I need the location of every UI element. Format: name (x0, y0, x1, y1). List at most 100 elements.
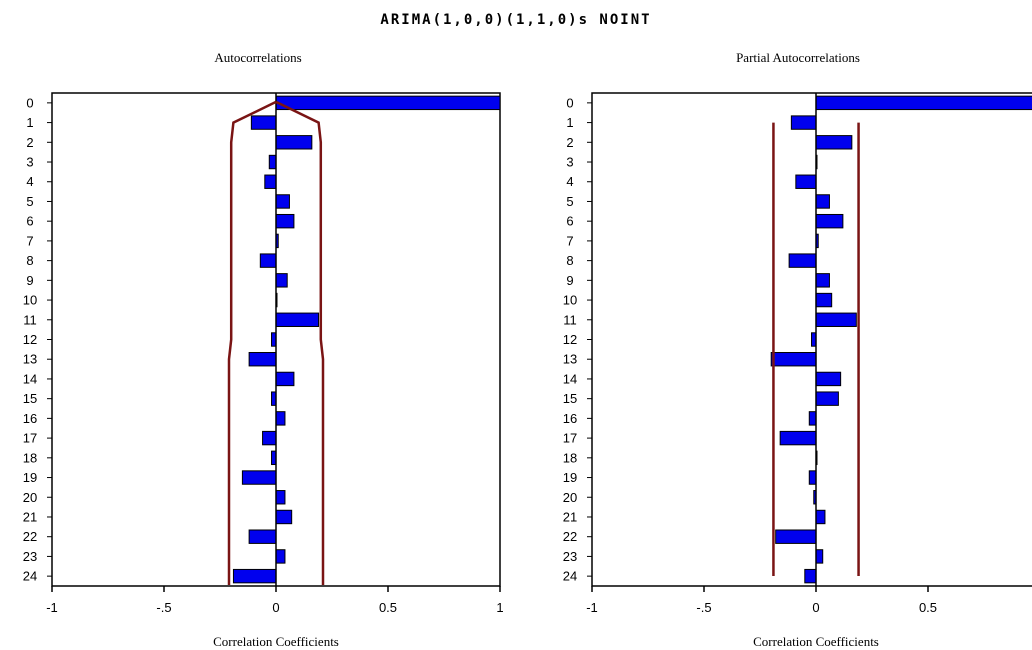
lag-label: 1 (26, 115, 33, 130)
lag-label: 22 (23, 529, 37, 544)
correlation-bar (815, 135, 853, 150)
x-tick-label: 0.5 (379, 600, 397, 615)
lag-label: 23 (23, 549, 37, 564)
lag-label: 22 (563, 529, 577, 544)
lag-label: 15 (23, 391, 37, 406)
lag-label: 20 (563, 490, 577, 505)
correlation-bar (815, 95, 1032, 111)
x-axis-label: Correlation Coefficients (213, 634, 339, 649)
lag-label: 19 (563, 470, 577, 485)
correlation-bar (275, 509, 293, 525)
correlation-bar (808, 470, 817, 485)
correlation-bar (808, 411, 817, 426)
correlation-bar (275, 135, 313, 150)
lag-label: 13 (563, 352, 577, 367)
lag-label: 16 (563, 411, 577, 426)
lag-label: 12 (23, 332, 37, 347)
correlation-bar (275, 194, 290, 209)
correlation-bar (275, 213, 295, 229)
x-tick-label: -1 (586, 600, 598, 615)
x-tick-label: 0 (272, 600, 279, 615)
figure-title: ARIMA(1,0,0)(1,1,0)s NOINT (380, 12, 651, 28)
correlation-bar (264, 174, 277, 189)
lag-label: 1 (566, 115, 573, 130)
lower-confidence-bound (227, 100, 277, 585)
x-tick-label: 0.5 (919, 600, 937, 615)
correlation-bar (815, 549, 824, 564)
correlation-bar (775, 529, 817, 544)
x-tick-label: -.5 (696, 600, 711, 615)
x-tick-label: -1 (46, 600, 58, 615)
lag-label: 3 (26, 155, 33, 170)
correlation-bar (241, 470, 277, 485)
correlation-bar (248, 352, 277, 367)
lag-label: 21 (563, 509, 577, 524)
correlation-bar (804, 568, 817, 584)
correlation-bar (815, 371, 842, 387)
lag-label: 18 (23, 450, 37, 465)
chart-title: Autocorrelations (214, 50, 301, 65)
correlation-bar (815, 292, 833, 308)
x-tick-label: 0 (812, 600, 819, 615)
correlation-bar (250, 115, 277, 130)
lag-label: 4 (566, 174, 573, 189)
correlation-bar (815, 213, 844, 229)
lag-label: 20 (23, 490, 37, 505)
lag-label: 14 (563, 371, 577, 386)
partial-autocorrelations-chart: Partial Autocorrelations Correlation Coe… (563, 50, 1032, 649)
lag-label: 2 (26, 135, 33, 150)
correlation-bar (268, 154, 277, 170)
lag-label: 8 (26, 253, 33, 268)
correlation-bar (770, 352, 817, 367)
lag-label: 7 (26, 233, 33, 248)
lag-label: 24 (23, 569, 37, 584)
correlation-bar (275, 95, 501, 111)
lag-label: 5 (26, 194, 33, 209)
chart-title: Partial Autocorrelations (736, 50, 860, 65)
correlation-bar (815, 509, 826, 525)
lag-label: 24 (563, 569, 577, 584)
lag-label: 6 (26, 214, 33, 229)
autocorrelations-chart: Autocorrelations Correlation Coefficient… (23, 50, 504, 649)
correlation-bar (275, 371, 295, 387)
correlation-bar (815, 312, 857, 327)
lag-label: 11 (563, 312, 577, 327)
lag-label: 13 (23, 352, 37, 367)
lag-label: 18 (563, 450, 577, 465)
lag-label: 5 (566, 194, 573, 209)
x-tick-label: -.5 (156, 600, 171, 615)
correlation-bar (815, 194, 830, 209)
correlation-bar (248, 529, 277, 544)
lag-label: 17 (563, 431, 577, 446)
lag-label: 15 (563, 391, 577, 406)
lag-label: 0 (26, 95, 33, 110)
lag-label: 11 (23, 312, 37, 327)
correlation-bar (275, 549, 286, 564)
correlation-bar (275, 273, 288, 288)
correlation-bar (275, 490, 286, 505)
lag-label: 21 (23, 509, 37, 524)
lag-label: 10 (563, 293, 577, 308)
lag-label: 14 (23, 371, 37, 386)
lag-label: 16 (23, 411, 37, 426)
correlation-bar (232, 568, 277, 584)
correlation-bar (795, 174, 817, 189)
lag-label: 10 (23, 293, 37, 308)
lag-label: 8 (566, 253, 573, 268)
lag-label: 2 (566, 135, 573, 150)
lag-label: 0 (566, 95, 573, 110)
correlation-bar (815, 391, 839, 406)
lag-label: 23 (563, 549, 577, 564)
correlation-bar (275, 411, 286, 426)
x-axis-label: Correlation Coefficients (753, 634, 879, 649)
lag-label: 9 (26, 273, 33, 288)
correlation-bar (779, 430, 817, 446)
lag-label: 12 (563, 332, 577, 347)
correlation-bar (815, 273, 830, 288)
upper-confidence-bound (275, 100, 325, 585)
correlation-bar (259, 253, 277, 268)
lag-label: 9 (566, 273, 573, 288)
lag-label: 6 (566, 214, 573, 229)
lag-label: 7 (566, 233, 573, 248)
